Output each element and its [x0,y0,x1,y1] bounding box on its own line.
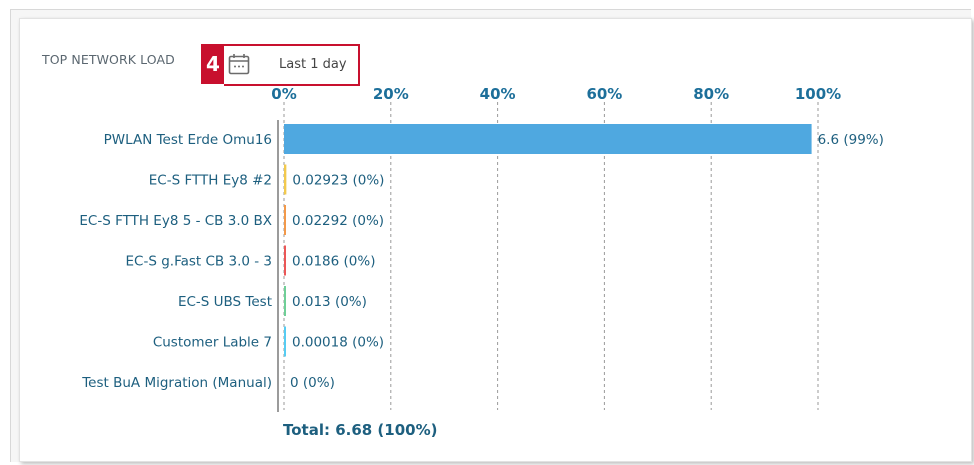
bar [284,164,287,195]
value-label: 0.02923 (0%) [292,173,384,189]
category-label: EC-S FTTH Ey8 5 - CB 3.0 BX [79,213,272,229]
date-range-label: Last 1 day [279,57,347,72]
bar [284,326,286,357]
widget-title: TOP NETWORK LOAD [42,52,175,67]
calendar-icon [228,54,250,75]
category-label: EC-S UBS Test [178,294,272,310]
value-label: 0.0186 (0%) [292,254,375,270]
category-label: Customer Lable 7 [153,335,272,351]
value-label: 0.02292 (0%) [292,213,384,229]
value-label: 0 (0%) [290,375,335,391]
category-label: EC-S FTTH Ey8 #2 [149,173,272,189]
bar [284,124,812,154]
x-tick-label: 0% [271,85,296,103]
value-label: 6.6 (99%) [818,132,884,148]
step-badge: 4 [201,44,225,84]
bar [284,245,286,276]
date-range-selector[interactable]: Last 1 day [224,44,360,86]
bar [284,205,286,235]
value-label: 0.00018 (0%) [292,335,384,351]
category-label: Test BuA Migration (Manual) [81,375,272,391]
value-label: 0.013 (0%) [292,294,367,310]
x-tick-label: 20% [373,85,409,103]
category-label: PWLAN Test Erde Omu16 [104,132,272,148]
x-tick-label: 80% [693,85,729,103]
category-label: EC-S g.Fast CB 3.0 - 3 [126,254,272,270]
total-label: Total: 6.68 (100%) [283,421,438,439]
network-load-card [19,18,972,462]
x-tick-label: 60% [586,85,622,103]
x-tick-label: 100% [795,85,841,103]
x-tick-label: 40% [480,85,516,103]
bar [284,286,286,316]
